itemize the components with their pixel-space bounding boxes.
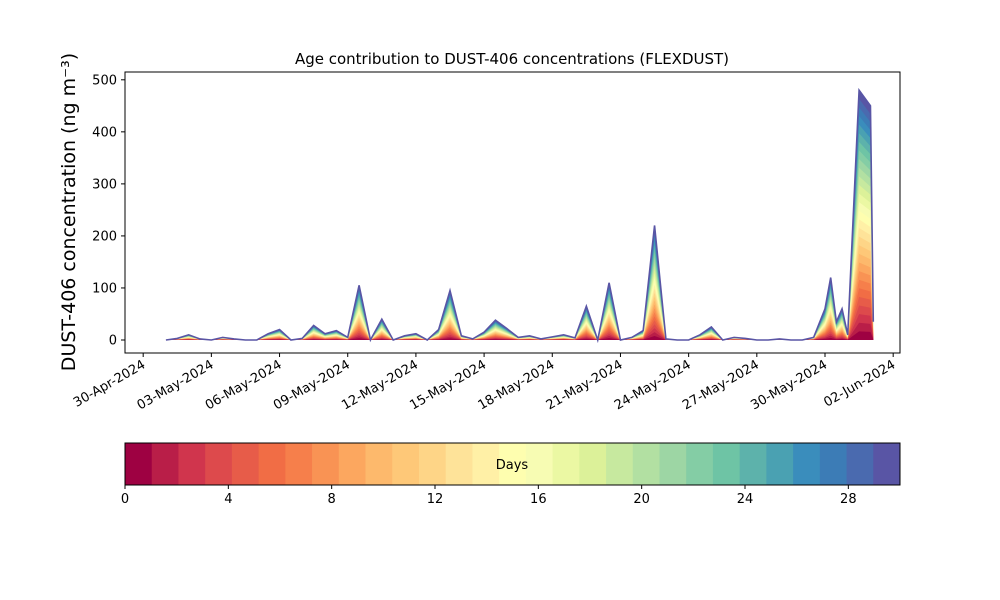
colorbar-tick-label: 0 [121,492,129,507]
colorbar-segment [338,443,366,485]
age-band-27 [165,98,874,340]
colorbar-segment [579,443,607,485]
x-tick-label: 27-May-2024 [680,357,762,413]
age-band-6 [165,279,874,340]
age-band-7 [165,271,874,340]
colorbar-segment [606,443,634,485]
colorbar-segment [819,443,847,485]
colorbar-segment [418,443,447,485]
x-tick-label: 21-May-2024 [544,357,626,413]
colorbar-segment [205,443,233,485]
y-tick-label: 200 [92,229,117,244]
y-tick-label: 100 [92,281,117,296]
x-tick-label: 06-May-2024 [203,357,285,413]
age-band-16 [165,193,874,340]
colorbar-tick-label: 4 [224,492,232,507]
colorbar-segment [686,443,714,485]
colorbar-tick-label: 24 [737,492,754,507]
colorbar-segment [793,443,821,485]
x-tick-label: 12-May-2024 [339,357,421,413]
colorbar-segment [739,443,767,485]
colorbar-segment [766,443,794,485]
x-tick-label: 18-May-2024 [476,357,558,413]
age-band-26 [165,107,874,340]
age-band-9 [165,253,874,340]
colorbar-segment [632,443,660,485]
colorbar-segment [365,443,393,485]
x-tick-label: 24-May-2024 [612,357,694,413]
colorbar-tick-label: 8 [328,492,336,507]
x-tick-label: 30-May-2024 [748,357,830,413]
chart-title: Age contribution to DUST-406 concentrati… [295,50,729,68]
colorbar-segment [873,443,901,485]
colorbar-segment [552,443,580,485]
age-band-23 [165,133,874,340]
age-band-25 [165,116,874,340]
x-tick-label: 03-May-2024 [135,357,217,413]
colorbar-tick-label: 12 [427,492,444,507]
y-tick-label: 400 [92,125,117,140]
colorbar-segment [659,443,687,485]
colorbar-tick-label: 20 [633,492,650,507]
colorbar-segment [125,443,153,485]
colorbar-segment [392,443,420,485]
age-band-13 [165,219,874,340]
colorbar-tick-label: 28 [840,492,857,507]
x-axis: 30-Apr-202403-May-202406-May-202409-May-… [71,353,898,413]
colorbar-frame [124,442,901,486]
colorbar-segment [499,443,527,485]
colorbar-segment [178,443,206,485]
colorbar-segment [846,443,874,485]
age-band-17 [165,184,874,340]
colorbar: 0 4 8 12 16 20 24 28 [121,442,901,507]
age-band-12 [165,228,874,340]
y-tick-label: 500 [92,73,117,88]
x-tick-label: 02-Jun-2024 [821,357,898,410]
age-band-18 [165,176,874,340]
colorbar-segment [312,443,340,485]
age-band-22 [165,141,874,340]
colorbar-segment [231,443,260,485]
age-band-21 [165,150,874,340]
age-band-19 [165,167,874,340]
age-band-8 [165,262,874,340]
colorbar-label: Days [496,458,529,473]
x-tick-label: 15-May-2024 [407,357,489,413]
plot-area [165,87,875,344]
age-band-28 [165,90,874,340]
colorbar-segment [445,443,473,485]
y-axis-label: DUST-406 concentration (ng m⁻³) [58,53,80,371]
colorbar-segment [151,443,179,485]
y-tick-label: 300 [92,177,117,192]
colorbar-segment [258,443,286,485]
age-band-24 [165,124,874,340]
colorbar-tick-label: 16 [530,492,547,507]
age-band-20 [165,159,874,340]
age-band-15 [165,202,874,340]
total-line [165,87,875,344]
colorbar-segment [285,443,313,485]
age-band-14 [165,210,874,340]
y-tick-label: 0 [109,333,117,348]
y-axis: 0 100 200 300 400 500 [92,73,125,348]
colorbar-segment [472,443,500,485]
x-tick-label: 09-May-2024 [271,357,353,413]
colorbar-segment [712,443,741,485]
plot-frame [124,71,901,354]
age-band-10 [165,245,874,340]
age-band-11 [165,236,874,340]
colorbar-segment [525,443,553,485]
